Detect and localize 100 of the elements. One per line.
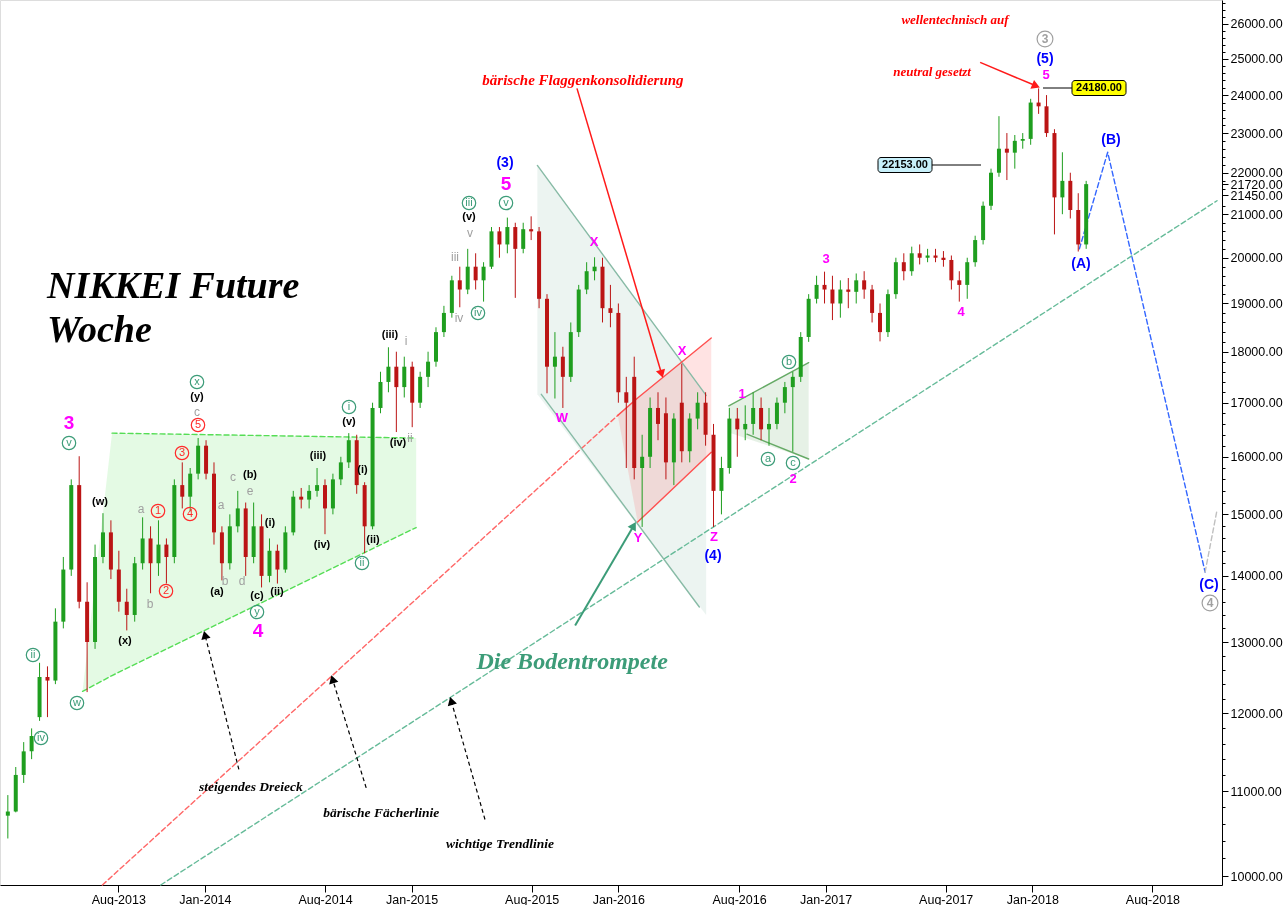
candlestick (878, 302, 883, 342)
candlestick (481, 261, 486, 303)
y-tick-label: 18000.00 (1230, 345, 1283, 360)
x-tick-label: Jan-2018 (1006, 892, 1059, 905)
annotation: (y) (190, 390, 205, 402)
annotation: i (404, 334, 408, 348)
annotation: (iv) (313, 538, 331, 550)
candlestick (767, 407, 772, 447)
annotation: 2 (789, 471, 797, 486)
candlestick (322, 478, 327, 535)
annotation: b (221, 574, 229, 588)
annotation: c (230, 470, 236, 484)
annotation: (iii) (309, 449, 327, 461)
candlestick (426, 351, 431, 388)
candlestick (45, 665, 50, 718)
annotation: (4) (704, 547, 722, 563)
x-tick-label: Jan-2015 (386, 892, 439, 905)
annotation: bärische Flaggenkonsolidierung (482, 72, 685, 89)
candlestick (235, 490, 240, 533)
annotation: X (589, 234, 599, 249)
y-tick-label: 21000.00 (1230, 207, 1283, 222)
y-tick-label: 23000.00 (1230, 126, 1283, 141)
annotation: 5 (194, 418, 202, 430)
candlestick (156, 519, 161, 577)
candlestick (1012, 134, 1017, 170)
candlestick (513, 222, 518, 299)
annotation: iii (451, 250, 459, 264)
annotation: X (677, 343, 687, 358)
annotation: 1 (154, 504, 162, 516)
annotation: w (72, 696, 82, 708)
annotation: b (146, 597, 154, 611)
y-tick-label: 13000.00 (1230, 635, 1283, 650)
candlestick (774, 396, 779, 430)
annotation: b (785, 355, 793, 367)
annotation: (b) (242, 468, 258, 480)
candlestick (838, 279, 843, 319)
annotation: (C) (1199, 576, 1219, 592)
x-tick-label: Jan-2014 (179, 892, 232, 905)
annotation: 3 (178, 446, 186, 458)
y-tick-label: 25000.00 (1230, 52, 1283, 67)
y-tick-label: 15000.00 (1230, 507, 1283, 522)
candlestick (394, 351, 399, 433)
annotation: v (66, 436, 73, 448)
candlestick (465, 248, 470, 295)
annotation: a (217, 498, 225, 512)
candlestick (497, 226, 502, 259)
candlestick (957, 270, 962, 303)
y-tick-label: 14000.00 (1230, 569, 1283, 584)
annotation: e (246, 484, 254, 498)
annotation: (i) (264, 516, 276, 528)
annotation: ii (407, 431, 413, 445)
y-tick-label: 16000.00 (1230, 450, 1283, 465)
candlestick (29, 727, 34, 760)
candlestick (996, 115, 1001, 178)
x-tick-label: Jan-2016 (592, 892, 645, 905)
candlestick (21, 741, 26, 784)
annotation: (iv) (389, 436, 407, 448)
y-tick-label: 19000.00 (1230, 296, 1283, 311)
y-tick-label: 11000.00 (1230, 784, 1282, 799)
candlestick (560, 346, 565, 409)
candlestick (656, 391, 661, 441)
y-tick-label: 12000.00 (1230, 706, 1283, 721)
candlestick (782, 381, 787, 414)
annotation: Die Bodentrompete (475, 647, 669, 674)
annotation: wichtige Trendlinie (446, 836, 554, 852)
annotation: (x) (118, 634, 133, 646)
annotation: Z (710, 529, 719, 544)
candlestick (299, 487, 304, 509)
annotation: bärische Fächerlinie (323, 804, 440, 820)
candlestick (124, 588, 129, 631)
candlestick (441, 305, 446, 338)
candlestick (751, 391, 756, 436)
candlestick (973, 235, 978, 268)
annotation: iii (465, 196, 473, 208)
candlestick (949, 255, 954, 291)
candlestick (862, 270, 867, 300)
annotation: d (238, 574, 246, 588)
annotation: x (194, 375, 201, 387)
candlestick (909, 246, 914, 277)
y-tick-label: 24000.00 (1230, 88, 1283, 103)
candlestick (854, 272, 859, 304)
annotation: steigendes Dreieck (197, 779, 304, 795)
annotation: a (764, 452, 772, 464)
annotation: a (137, 502, 145, 516)
annotation: y (254, 605, 261, 617)
annotation: Y (633, 530, 643, 545)
x-tick-label: Jan-2017 (800, 892, 853, 905)
annotation: (3) (496, 154, 514, 170)
annotation: i (347, 400, 351, 412)
annotation: (ii) (366, 533, 381, 545)
annotation: iv (474, 306, 483, 318)
y-tick-label: 10000.00 (1230, 869, 1283, 884)
candlestick (917, 243, 922, 265)
annotation: c (194, 405, 200, 419)
annotation: (ii) (270, 585, 285, 597)
candlestick (315, 467, 320, 498)
annotation: 3 (63, 412, 75, 433)
annotation: 24180.00 (1076, 81, 1122, 93)
annotation: 1 (738, 386, 746, 401)
candlestick (814, 275, 819, 304)
